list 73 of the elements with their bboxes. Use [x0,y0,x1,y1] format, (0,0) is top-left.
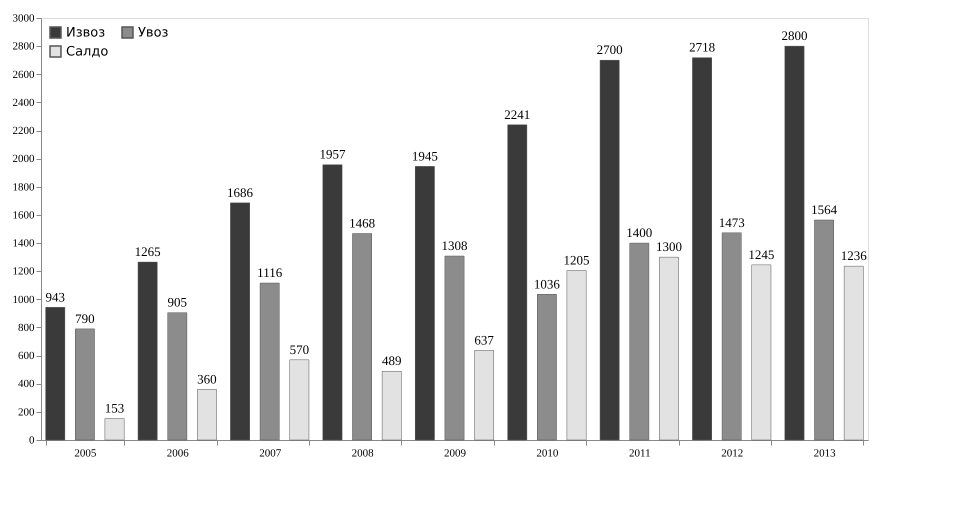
data-label: 1236 [840,248,868,264]
data-label: 1300 [656,239,682,254]
bar [289,360,310,440]
bar [751,264,772,440]
data-label: 2241 [504,106,530,122]
data-label: 360 [197,371,217,386]
y-tick-label: 3000 [12,12,35,24]
data-label: 1205 [564,252,590,268]
bar [382,370,402,440]
data-label: 1116 [257,265,283,280]
bar [784,46,804,440]
data-label: 1468 [349,216,376,230]
x-tick-label: 2007 [259,448,282,460]
data-label: 1265 [134,244,161,260]
bar [507,124,528,440]
data-label: 153 [104,400,124,416]
data-label: 1945 [412,148,438,164]
data-label: 1400 [626,225,652,240]
y-tick-label: 2800 [12,40,35,53]
y-tick-label: 600 [18,350,35,362]
bar [45,307,66,440]
y-tick-label: 1800 [12,181,35,194]
x-tick-label: 2005 [74,448,97,460]
y-tick-label: 2400 [12,96,35,109]
bar [414,166,435,440]
bar [844,266,864,440]
bar [659,256,679,440]
data-label: 1957 [319,146,346,162]
y-tick-label: 0 [29,434,35,446]
data-label: 1036 [534,276,560,292]
data-label: 1473 [718,214,745,230]
data-label: 2700 [596,42,623,58]
y-tick-label: 400 [18,378,35,390]
y-tick-label: 1400 [12,238,35,250]
data-label: 637 [474,332,494,348]
data-label: 1686 [227,184,254,200]
bar [474,350,494,440]
data-label: 943 [46,289,66,304]
data-label: 2800 [781,28,808,44]
legend-label: Салдо [66,44,108,60]
data-label: 570 [290,342,310,357]
bar [104,418,124,440]
x-tick-label: 2011 [629,448,651,460]
bar [197,389,217,440]
y-tick-label: 800 [18,322,35,334]
x-tick-label: 2009 [444,448,466,460]
y-tick-label: 2600 [12,68,35,81]
data-label: 489 [382,353,402,368]
bar [322,164,342,440]
data-label: 905 [168,294,188,310]
x-tick-label: 2013 [814,448,836,460]
y-tick-label: 1000 [12,294,35,306]
data-label: 1308 [442,238,468,254]
legend-label: Извоз [66,26,106,41]
data-label: 1564 [811,202,838,217]
data-label: 2718 [689,40,716,55]
data-label: 790 [75,310,95,326]
x-tick-label: 2008 [352,448,374,460]
y-tick-label: 1600 [12,209,35,222]
x-tick-label: 2012 [721,448,744,460]
bar [600,60,620,440]
y-tick-label: 200 [18,406,35,418]
data-label: 1245 [748,246,774,262]
bar [138,262,158,440]
legend-label: Увоз [138,26,169,41]
x-tick-label: 2006 [166,448,190,460]
y-tick-label: 2000 [12,153,35,166]
y-tick-label: 1200 [12,266,35,278]
bar [566,270,586,440]
x-tick-label: 2010 [536,448,559,460]
bar [692,57,712,440]
y-tick-label: 2200 [12,125,35,138]
bar [230,202,250,440]
